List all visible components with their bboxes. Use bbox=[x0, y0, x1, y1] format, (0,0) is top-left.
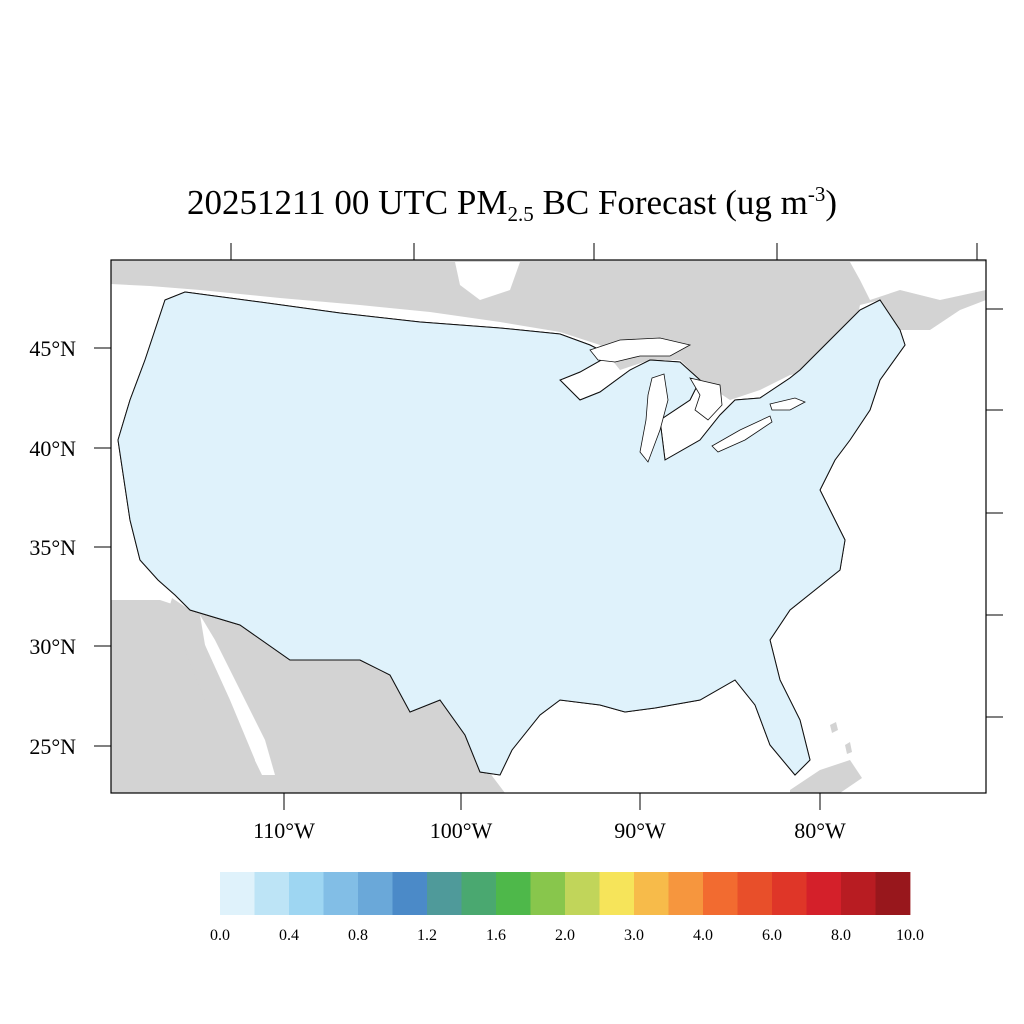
colorbar-label: 0.4 bbox=[279, 927, 299, 944]
colorbar-swatch bbox=[737, 872, 773, 915]
bottom-ticks bbox=[283, 793, 821, 810]
colorbar-label: 1.6 bbox=[486, 927, 506, 944]
canada-land bbox=[111, 260, 986, 400]
map-title: 20251211 00 UTC PM2.5 BC Forecast (ug m-… bbox=[0, 182, 1024, 226]
colorbar-swatch bbox=[496, 872, 531, 915]
left-ticks bbox=[94, 347, 111, 747]
colorbar-label: 0.8 bbox=[348, 927, 368, 944]
title-prefix: 20251211 00 UTC PM bbox=[186, 183, 508, 222]
lat-label-45: 45°N bbox=[29, 336, 76, 361]
colorbar-swatch bbox=[875, 872, 911, 915]
gulf-of-california bbox=[200, 615, 275, 775]
colorbar-swatch bbox=[254, 872, 290, 915]
colorbar-label: 4.0 bbox=[693, 927, 713, 944]
colorbar-swatch bbox=[806, 872, 842, 915]
lake-huron bbox=[689, 377, 723, 421]
baja-peninsula bbox=[168, 598, 255, 780]
map-panel bbox=[111, 260, 986, 793]
lat-label-40: 40°N bbox=[29, 436, 76, 461]
lake-michigan bbox=[639, 373, 669, 463]
colorbar-swatch bbox=[703, 872, 738, 915]
colorbar-swatch bbox=[634, 872, 669, 915]
colorbar-swatch bbox=[565, 872, 600, 915]
lake-erie bbox=[711, 415, 773, 453]
colorbar bbox=[220, 872, 911, 915]
title-superscript: -3 bbox=[807, 182, 826, 206]
lake-ontario bbox=[769, 397, 806, 411]
colorbar-swatch bbox=[668, 872, 704, 915]
map-frame bbox=[110, 259, 987, 794]
colorbar-label: 6.0 bbox=[762, 927, 782, 944]
lon-label-100w: 100°W bbox=[430, 818, 493, 843]
cuba-land bbox=[790, 760, 862, 793]
colorbar-swatch bbox=[427, 872, 462, 915]
colorbar-label: 8.0 bbox=[831, 927, 851, 944]
colorbar-swatch bbox=[599, 872, 635, 915]
colorbar-swatch bbox=[461, 872, 497, 915]
title-suffix: ) bbox=[825, 183, 838, 222]
colorbar-label: 2.0 bbox=[555, 927, 575, 944]
title-subscript: 2.5 bbox=[507, 202, 534, 226]
lon-label-80w: 80°W bbox=[794, 818, 846, 843]
colorbar-labels: 0.0 0.4 0.8 1.2 1.6 2.0 3.0 4.0 6.0 8.0 10.0 bbox=[210, 927, 924, 944]
colorbar-swatch bbox=[841, 872, 876, 915]
colorbar-label: 1.2 bbox=[417, 927, 437, 944]
colorbar-label: 0.0 bbox=[210, 927, 230, 944]
lat-label-35: 35°N bbox=[29, 535, 76, 560]
lon-label-90w: 90°W bbox=[614, 818, 666, 843]
lat-label-30: 30°N bbox=[29, 634, 76, 659]
colorbar-label: 10.0 bbox=[896, 927, 924, 944]
right-ticks bbox=[986, 308, 1003, 718]
lon-label-110w: 110°W bbox=[253, 818, 315, 843]
colorbar-swatch bbox=[392, 872, 428, 915]
colorbar-swatch bbox=[220, 872, 255, 915]
colorbar-swatch bbox=[289, 872, 324, 915]
canada-lakes bbox=[455, 262, 986, 300]
top-ticks bbox=[230, 243, 978, 260]
colorbar-swatch bbox=[530, 872, 566, 915]
bahamas-land bbox=[830, 722, 852, 754]
colorbar-swatch bbox=[358, 872, 393, 915]
colorbar-label: 3.0 bbox=[624, 927, 644, 944]
colorbar-swatch bbox=[772, 872, 807, 915]
lake-superior bbox=[589, 337, 692, 363]
title-middle: BC Forecast (ug m bbox=[533, 183, 808, 222]
lat-label-25: 25°N bbox=[29, 734, 76, 759]
colorbar-swatch bbox=[323, 872, 359, 915]
